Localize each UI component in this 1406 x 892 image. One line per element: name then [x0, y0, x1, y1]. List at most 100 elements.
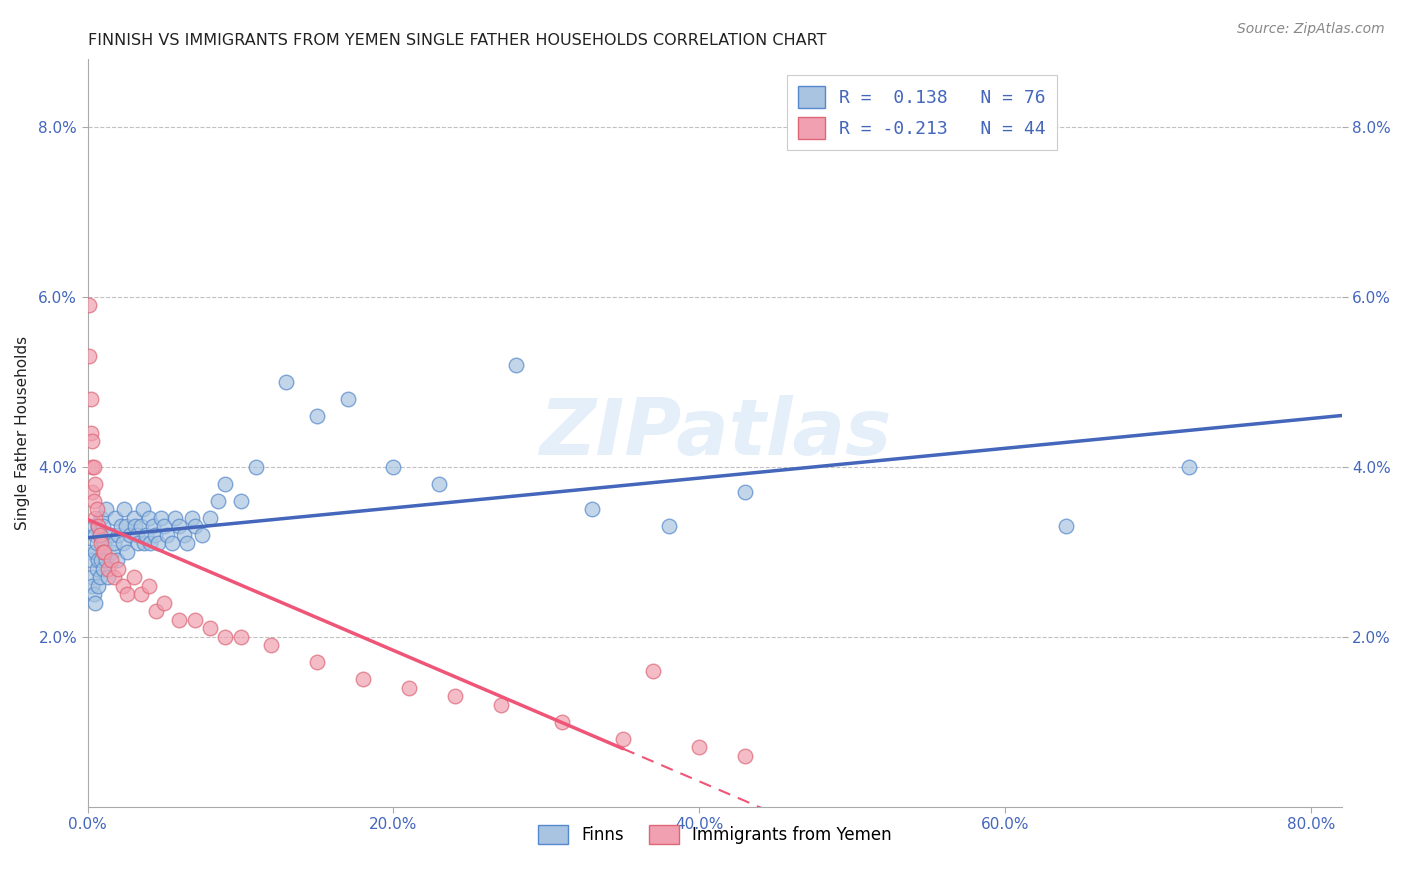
Point	[107, 562, 129, 576]
Point	[734, 748, 756, 763]
Point	[111, 579, 134, 593]
Point	[183, 519, 205, 533]
Point	[139, 536, 162, 550]
Point	[245, 459, 267, 474]
Point	[505, 358, 527, 372]
Point	[146, 536, 169, 550]
Point	[129, 519, 152, 533]
Point	[153, 596, 176, 610]
Point	[169, 613, 191, 627]
Point	[352, 673, 374, 687]
Point	[124, 519, 146, 533]
Point	[104, 511, 127, 525]
Point	[276, 375, 298, 389]
Text: ZIPatlas: ZIPatlas	[538, 395, 891, 471]
Point	[100, 553, 122, 567]
Point	[183, 613, 205, 627]
Point	[86, 536, 108, 550]
Point	[91, 545, 114, 559]
Point	[643, 664, 665, 678]
Point	[120, 528, 142, 542]
Point	[103, 570, 125, 584]
Point	[131, 502, 153, 516]
Point	[84, 545, 107, 559]
Point	[82, 485, 104, 500]
Point	[100, 528, 122, 542]
Point	[129, 587, 152, 601]
Point	[382, 459, 405, 474]
Point	[89, 528, 111, 542]
Point	[122, 570, 145, 584]
Point	[79, 553, 101, 567]
Point	[214, 476, 236, 491]
Point	[79, 425, 101, 440]
Point	[688, 740, 710, 755]
Y-axis label: Single Father Households: Single Father Households	[15, 335, 30, 530]
Point	[138, 511, 160, 525]
Point	[734, 485, 756, 500]
Point	[134, 536, 156, 550]
Point	[229, 630, 252, 644]
Point	[191, 528, 214, 542]
Point	[82, 434, 104, 449]
Point	[87, 519, 110, 533]
Point	[82, 570, 104, 584]
Point	[612, 731, 634, 746]
Point	[82, 459, 104, 474]
Point	[86, 562, 108, 576]
Point	[150, 511, 173, 525]
Point	[83, 459, 105, 474]
Point	[84, 476, 107, 491]
Point	[207, 494, 229, 508]
Point	[169, 519, 191, 533]
Point	[443, 690, 465, 704]
Point	[90, 553, 112, 567]
Point	[83, 587, 105, 601]
Point	[94, 553, 117, 567]
Point	[180, 511, 202, 525]
Point	[138, 579, 160, 593]
Point	[111, 536, 134, 550]
Point	[163, 511, 186, 525]
Point	[87, 579, 110, 593]
Point	[305, 409, 328, 423]
Point	[91, 519, 114, 533]
Point	[214, 630, 236, 644]
Point	[107, 528, 129, 542]
Point	[127, 536, 149, 550]
Point	[90, 536, 112, 550]
Point	[305, 656, 328, 670]
Point	[115, 519, 138, 533]
Point	[160, 536, 183, 550]
Point	[198, 511, 221, 525]
Point	[90, 511, 112, 525]
Point	[143, 528, 166, 542]
Point	[122, 511, 145, 525]
Point	[112, 502, 135, 516]
Point	[173, 528, 195, 542]
Point	[260, 639, 283, 653]
Point	[89, 570, 111, 584]
Point	[176, 536, 198, 550]
Legend: R =  0.138   N = 76, R = -0.213   N = 44: R = 0.138 N = 76, R = -0.213 N = 44	[787, 75, 1057, 150]
Point	[398, 681, 420, 695]
Point	[82, 579, 104, 593]
Point	[135, 528, 157, 542]
Point	[229, 494, 252, 508]
Point	[79, 392, 101, 406]
Point	[77, 349, 100, 363]
Point	[156, 528, 179, 542]
Point	[489, 698, 512, 712]
Point	[89, 528, 111, 542]
Point	[142, 519, 165, 533]
Point	[145, 604, 167, 618]
Text: Source: ZipAtlas.com: Source: ZipAtlas.com	[1237, 22, 1385, 37]
Point	[1177, 459, 1199, 474]
Point	[117, 587, 139, 601]
Point	[105, 553, 128, 567]
Point	[336, 392, 359, 406]
Point	[84, 511, 107, 525]
Point	[153, 519, 176, 533]
Point	[84, 528, 107, 542]
Point	[198, 622, 221, 636]
